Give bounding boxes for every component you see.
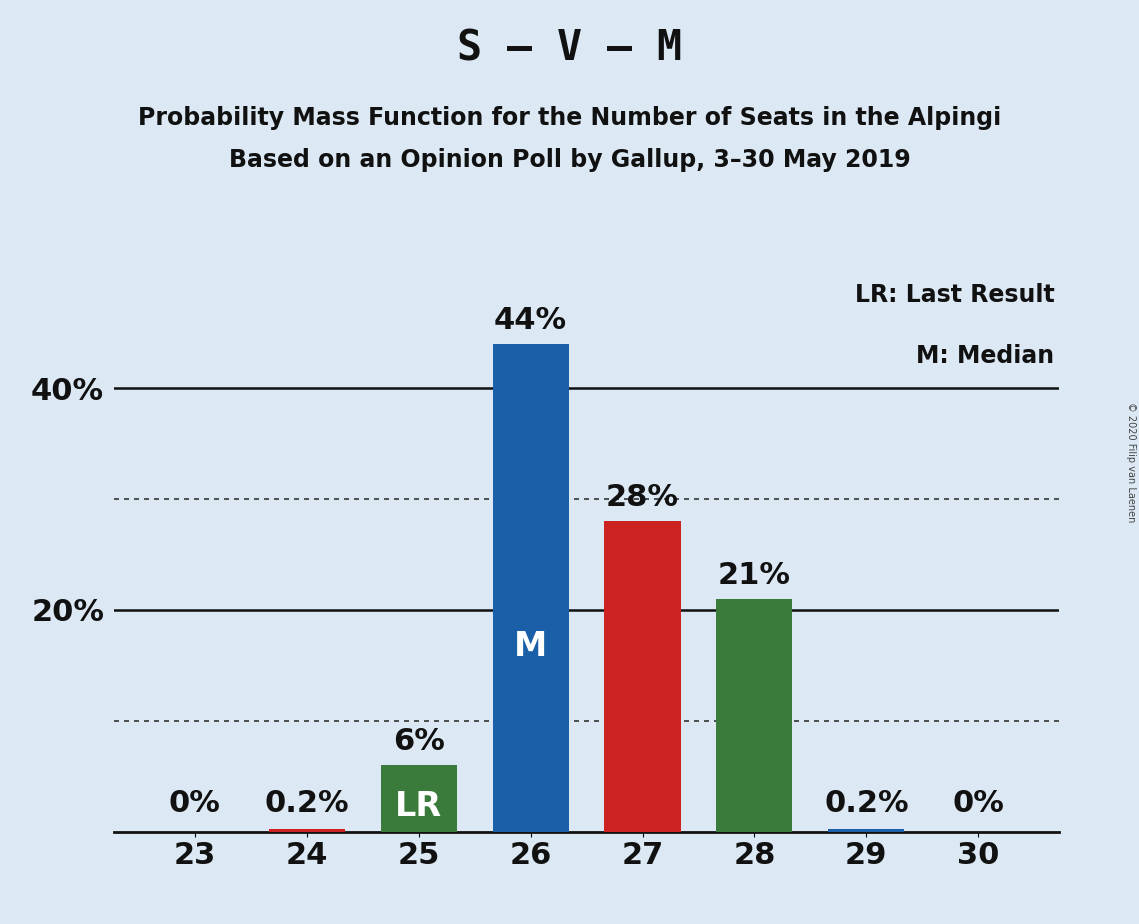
Text: 21%: 21% (718, 561, 790, 590)
Bar (380, 765, 457, 832)
Text: 28%: 28% (606, 483, 679, 512)
Text: 0%: 0% (169, 789, 221, 819)
Text: 6%: 6% (393, 727, 444, 756)
Text: 0%: 0% (952, 789, 1005, 819)
Text: 0.2%: 0.2% (823, 789, 909, 819)
Bar (605, 521, 681, 832)
Bar (716, 599, 793, 832)
Text: LR: LR (395, 790, 442, 822)
Text: S – V – M: S – V – M (457, 28, 682, 69)
Bar (828, 830, 904, 832)
Bar (269, 830, 345, 832)
Text: M: M (514, 630, 547, 663)
Text: LR: Last Result: LR: Last Result (854, 283, 1055, 307)
Text: M: Median: M: Median (917, 344, 1055, 368)
Text: © 2020 Filip van Laenen: © 2020 Filip van Laenen (1126, 402, 1136, 522)
Text: 44%: 44% (494, 306, 567, 334)
Text: 0.2%: 0.2% (264, 789, 350, 819)
Text: Based on an Opinion Poll by Gallup, 3–30 May 2019: Based on an Opinion Poll by Gallup, 3–30… (229, 148, 910, 172)
Text: Probability Mass Function for the Number of Seats in the Alpingi: Probability Mass Function for the Number… (138, 106, 1001, 130)
Bar (492, 344, 568, 832)
